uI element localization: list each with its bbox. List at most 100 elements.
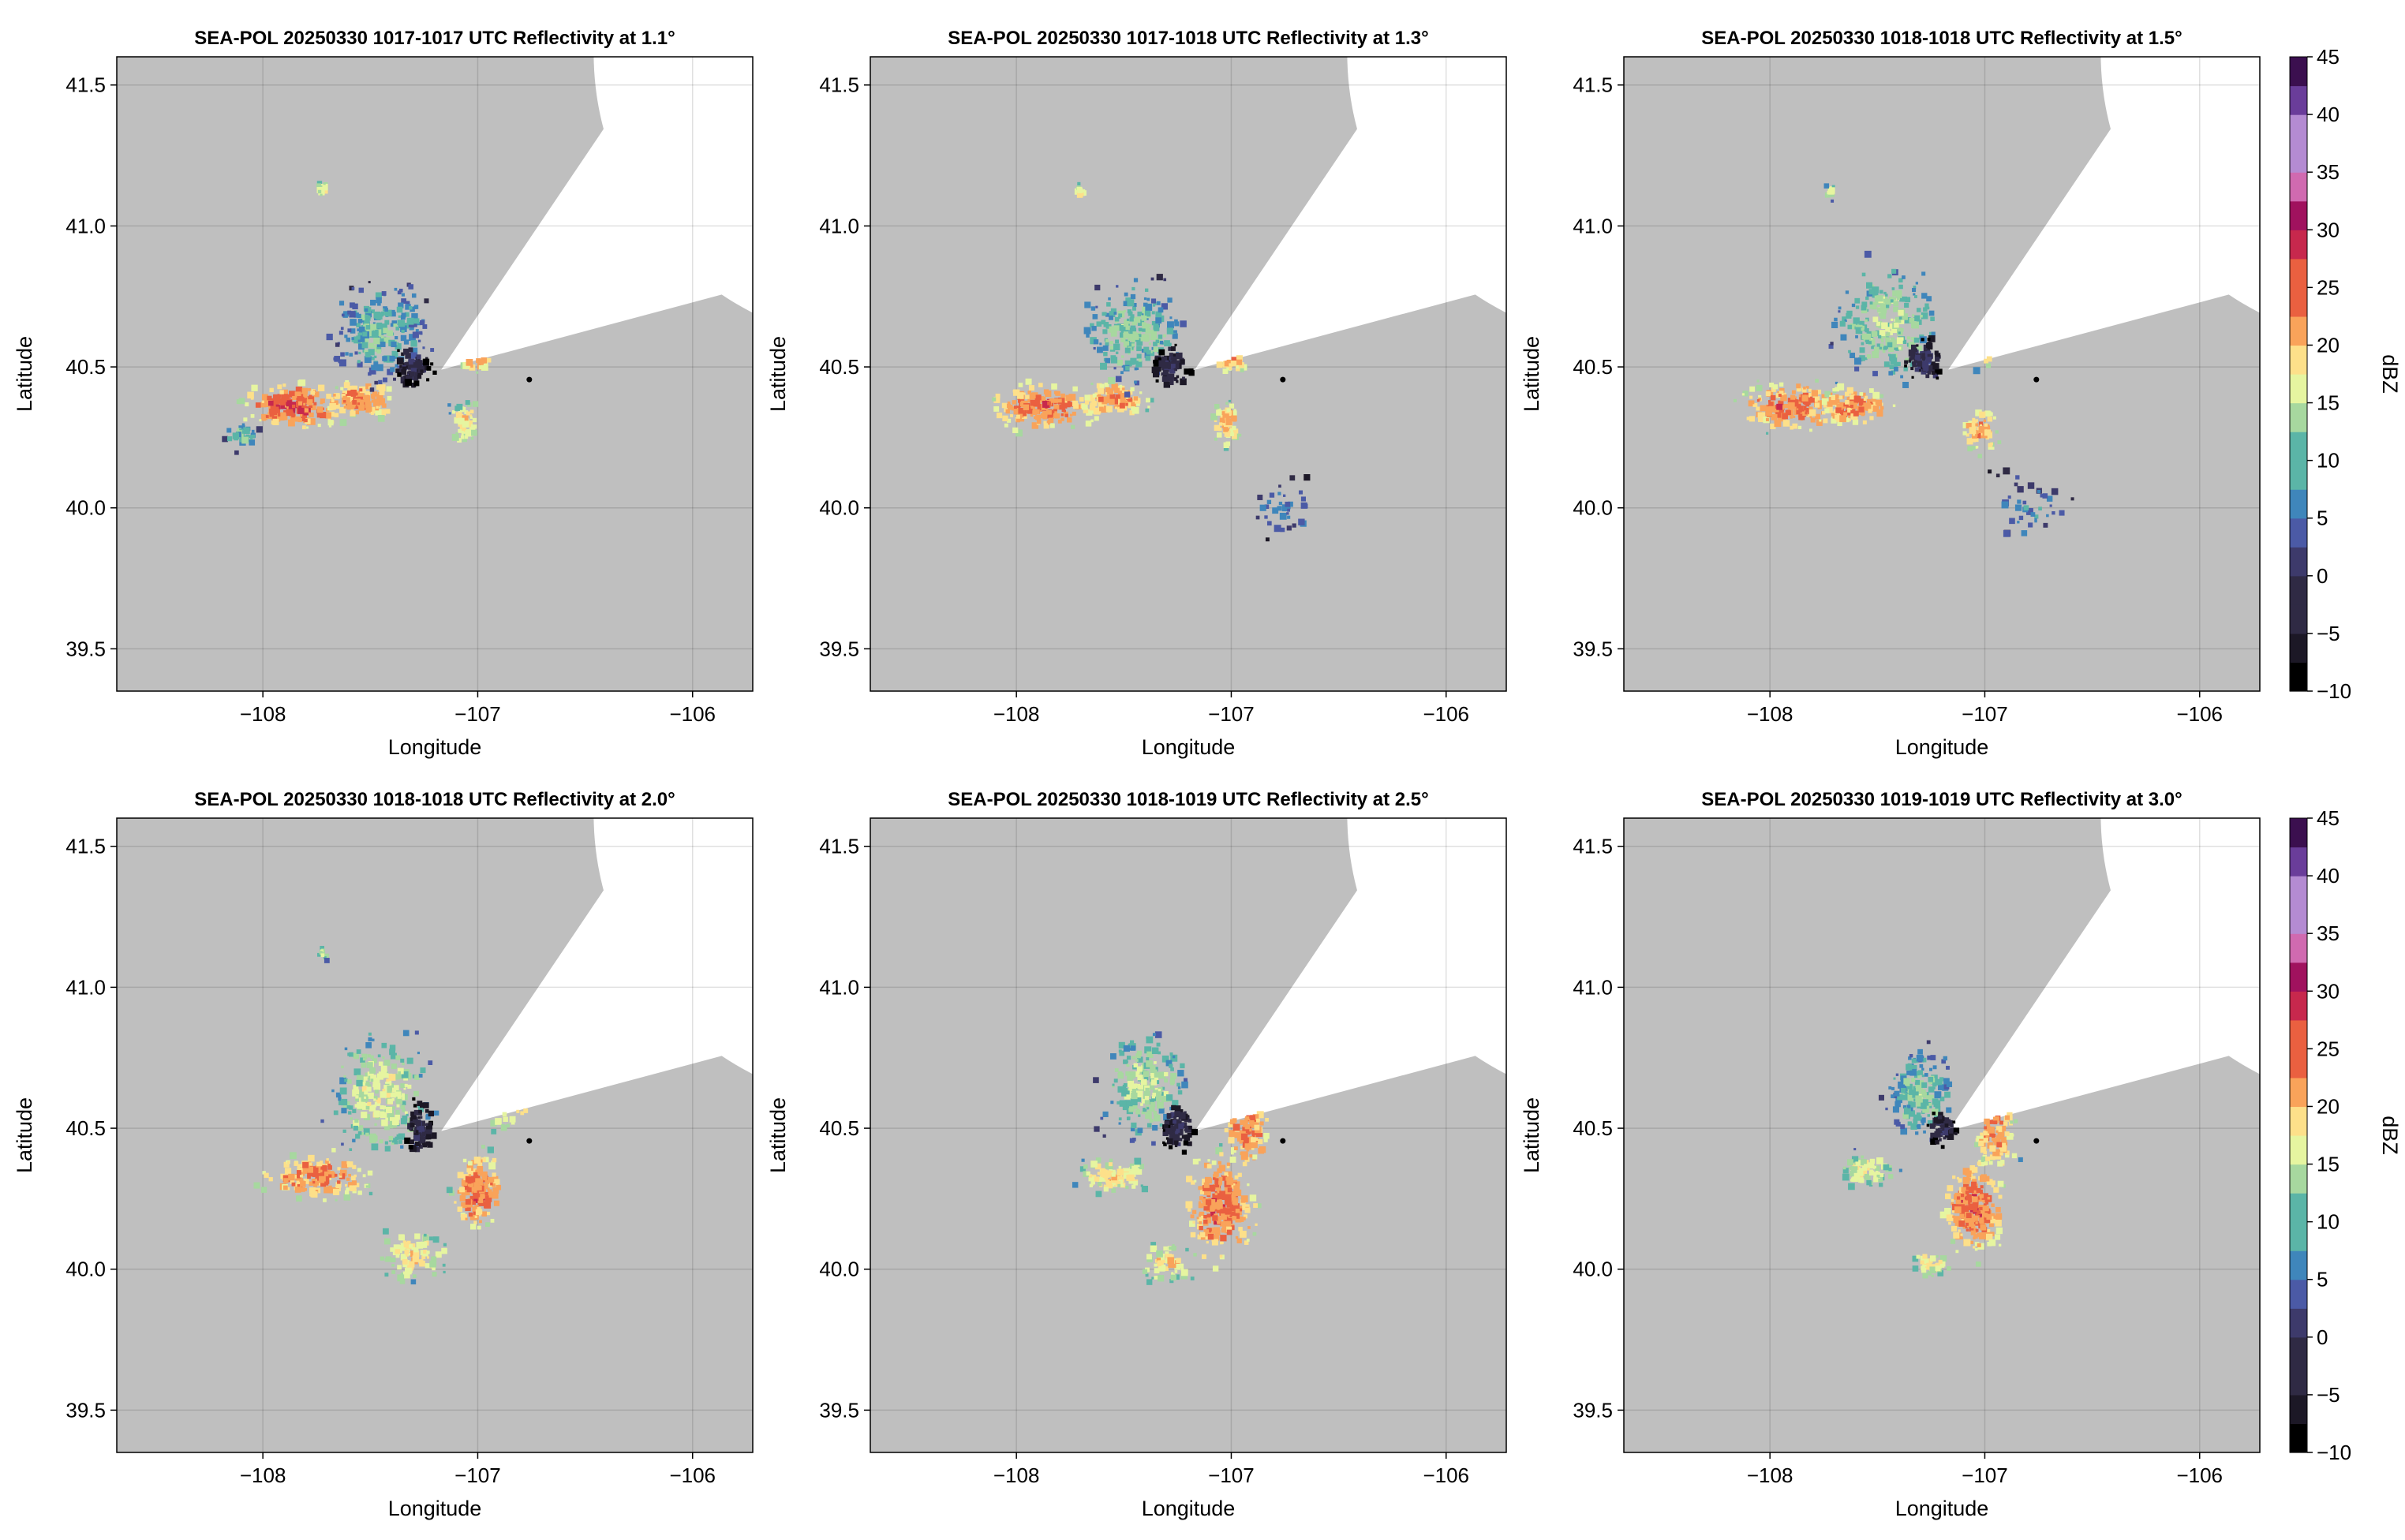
x-tick-label: −107 (1962, 1463, 2008, 1487)
site-marker (526, 376, 533, 383)
echo-cell (352, 303, 358, 310)
radar-panel-4: −108 −107 −10639.540.040.541.041.5Longitud… (13, 789, 754, 1520)
echo-cell (1831, 199, 1835, 203)
echo-cell (398, 1133, 406, 1140)
echo-cell (1259, 1146, 1266, 1153)
echo-cell (1251, 1125, 1254, 1128)
echo-cell (1742, 391, 1749, 397)
echo-cell (1300, 496, 1306, 502)
echo-cell (481, 1157, 486, 1162)
reflectivity-echoes (1072, 1031, 1270, 1285)
echo-cell (1212, 1215, 1218, 1221)
echo-cell (1888, 371, 1893, 376)
echo-cell (1108, 1171, 1113, 1176)
echo-cell (1100, 362, 1107, 370)
echo-cell (353, 1085, 359, 1091)
echo-cell (1861, 413, 1865, 417)
echo-cell (1249, 1128, 1253, 1132)
echo-cell (1184, 1128, 1187, 1131)
echo-cell (1130, 314, 1135, 319)
echo-cell (1103, 351, 1108, 357)
echo-cell (1869, 1165, 1872, 1168)
echo-cell (486, 357, 492, 363)
echo-cell (1965, 1191, 1969, 1194)
echo-cell (1831, 417, 1837, 424)
echo-cell (1936, 1093, 1941, 1098)
echo-cell (256, 426, 263, 433)
echo-cell (1225, 1220, 1232, 1227)
echo-cell (2007, 1116, 2013, 1121)
echo-cell (1117, 385, 1125, 393)
echo-cell (408, 347, 413, 353)
colorbar-segment (2290, 633, 2307, 663)
y-tick-label: 40.5 (1573, 1116, 1613, 1140)
echo-cell (374, 1101, 380, 1106)
echo-cell (1110, 1053, 1116, 1060)
echo-cell (1214, 437, 1217, 441)
echo-cell (1995, 1134, 1999, 1138)
echo-cell (1214, 419, 1217, 423)
echo-cell (1102, 345, 1109, 351)
echo-cell (310, 404, 316, 410)
echo-cell (520, 1111, 525, 1116)
x-axis-label: Longitude (388, 735, 482, 759)
echo-cell (1054, 413, 1060, 419)
echo-cell (1244, 1118, 1247, 1121)
echo-cell (338, 1173, 346, 1179)
plot-frame (116, 56, 754, 692)
colorbar-tick-label: 20 (2317, 1094, 2340, 1118)
echo-cell (1883, 361, 1890, 368)
echo-cell (1116, 360, 1124, 366)
echo-cell (267, 400, 274, 406)
echo-cell (356, 1079, 363, 1087)
echo-cell (1095, 1191, 1102, 1198)
echo-cell (370, 299, 376, 306)
echo-cell (1741, 393, 1745, 396)
echo-cell (319, 951, 323, 955)
echo-cell (1850, 353, 1856, 358)
echo-cell (1032, 410, 1038, 415)
echo-cell (1819, 419, 1822, 422)
echo-cell (269, 408, 275, 414)
y-axis-label: Latitude (766, 1097, 790, 1173)
echo-cell (272, 406, 279, 413)
echo-cell (1821, 398, 1829, 406)
echo-cell (1104, 382, 1109, 387)
echo-cell (1106, 1180, 1113, 1187)
echo-cell (368, 1032, 372, 1036)
echo-cell (1906, 336, 1910, 339)
echo-cell (1213, 1177, 1216, 1180)
echo-cell (1169, 316, 1173, 320)
echo-cell (1090, 382, 1094, 386)
echo-cell (277, 394, 282, 398)
echo-cell (1124, 1092, 1131, 1100)
echo-cell (2017, 499, 2022, 504)
echo-cell (1876, 307, 1883, 312)
echo-cell (1782, 420, 1790, 427)
echo-cell (324, 956, 327, 959)
echo-cell (1875, 298, 1881, 305)
echo-cell (400, 1058, 405, 1063)
echo-cell (1251, 1122, 1257, 1127)
echo-cell (1861, 342, 1865, 346)
echo-cell (1035, 394, 1042, 401)
echo-cell (1939, 1116, 1945, 1121)
echo-cell (1163, 334, 1166, 338)
echo-cell (487, 1189, 492, 1194)
echo-cell (360, 1131, 364, 1136)
echo-cell (382, 1228, 389, 1235)
echo-cell (430, 362, 434, 366)
echo-cell (1910, 1123, 1917, 1130)
echo-cell (1151, 311, 1155, 315)
echo-cell (350, 1176, 356, 1181)
echo-cell (304, 1188, 307, 1191)
echo-cell (394, 355, 398, 359)
echo-cell (1240, 1153, 1248, 1161)
echo-cell (309, 1194, 312, 1197)
echo-cell (1973, 367, 1980, 375)
echo-cell (1892, 290, 1898, 297)
panel-title: SEA-POL 20250330 1017-1017 UTC Reflectiv… (194, 28, 675, 49)
echo-cell (1111, 1188, 1116, 1193)
echo-cell (298, 406, 302, 409)
echo-cell (461, 1202, 467, 1209)
